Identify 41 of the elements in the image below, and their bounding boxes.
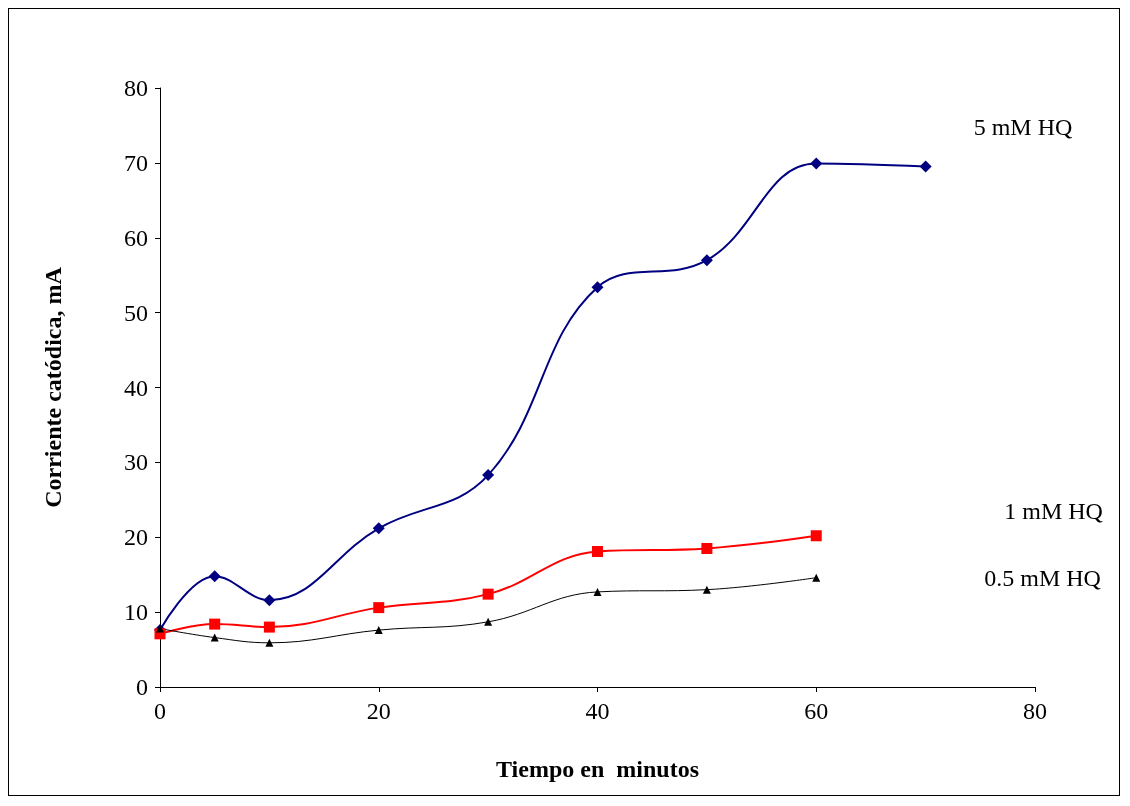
x-tick-label: 80 [1023,698,1047,724]
point [209,618,221,630]
point [812,573,821,582]
point [919,160,932,173]
point [210,633,219,642]
y-tick-label: 0 [136,674,148,700]
y-tick-label: 80 [124,75,148,101]
point [592,545,603,557]
y-tick-label: 40 [124,374,148,401]
point [700,254,713,267]
x-tick-label: 40 [585,698,610,724]
y-axis-title: Corriente catódica, mA [40,266,66,508]
point [810,157,823,170]
point [701,542,713,554]
text: 0.5 mM HQ [984,564,1101,591]
x-tick-label: 20 [366,698,391,724]
y-tick-label: 20 [124,524,148,551]
point [702,585,711,594]
point [810,530,822,542]
text: 1 mM HQ [1004,497,1103,524]
y-tick-label: 30 [124,449,148,476]
x-tick-label: 0 [154,698,166,724]
point [484,617,493,626]
y-tick-label: 60 [124,224,148,251]
x-tick-label: 60 [804,698,829,724]
point [265,638,274,647]
y-tick-label: 10 [124,599,148,626]
point [482,588,494,600]
point [263,621,275,633]
point [263,594,276,607]
y-tick-label: 50 [124,299,148,326]
text: 5 mM HQ [973,113,1073,140]
y-tick-label: 70 [124,149,148,176]
point [373,602,385,614]
point [156,624,164,633]
point [591,281,604,294]
point [208,570,221,583]
point [372,522,385,535]
x-axis-title: Tiempo en minutos [496,756,699,782]
point [482,469,495,482]
point [593,587,602,596]
